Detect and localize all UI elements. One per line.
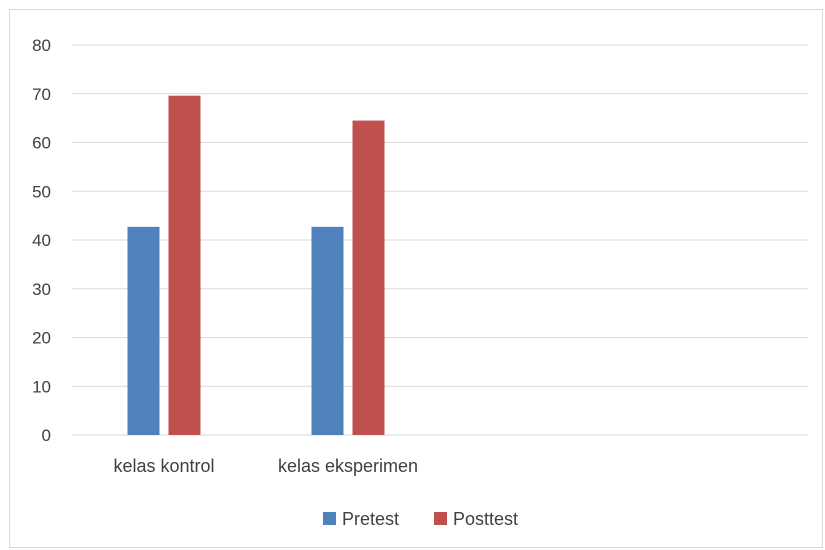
bar-pretest-1 (311, 226, 344, 435)
legend-label-pretest: Pretest (342, 509, 399, 529)
legend-label-posttest: Posttest (453, 509, 518, 529)
y-tick-label: 40 (32, 231, 51, 250)
x-axis-categories: kelas kontrol kelas eksperimen (113, 456, 418, 476)
x-category-label: kelas eksperimen (278, 456, 418, 476)
y-axis-ticks: 0 10 20 30 40 50 60 70 80 (32, 36, 51, 445)
y-tick-label: 30 (32, 280, 51, 299)
bar-pretest-0 (127, 226, 160, 435)
bar-posttest-1 (352, 120, 385, 435)
bars (127, 95, 385, 435)
y-tick-label: 20 (32, 329, 51, 348)
y-tick-label: 50 (32, 182, 51, 201)
y-tick-label: 70 (32, 85, 51, 104)
legend-swatch-pretest (323, 512, 336, 525)
bar-posttest-0 (168, 95, 201, 435)
y-tick-label: 0 (42, 426, 51, 445)
y-tick-label: 80 (32, 36, 51, 55)
y-tick-label: 10 (32, 377, 51, 396)
x-category-label: kelas kontrol (113, 456, 214, 476)
legend: Pretest Posttest (323, 509, 518, 529)
legend-swatch-posttest (434, 512, 447, 525)
y-tick-label: 60 (32, 134, 51, 153)
